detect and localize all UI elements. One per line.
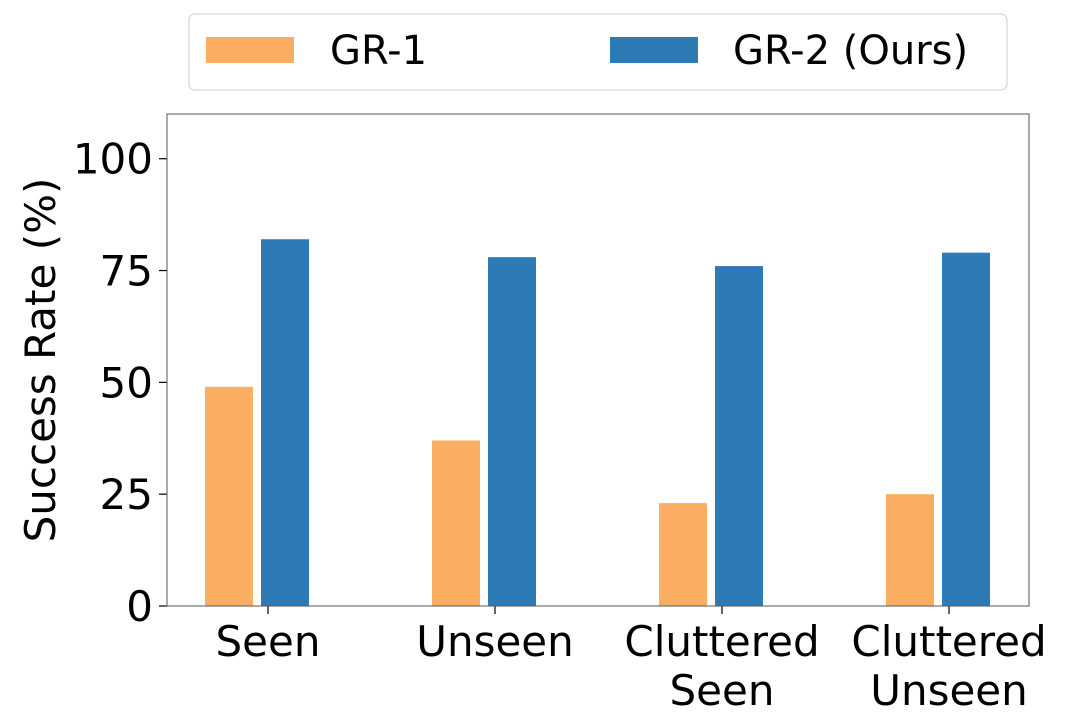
x-tick-label: Unseen xyxy=(870,666,1028,715)
legend-label-gr2: GR-2 (Ours) xyxy=(733,28,968,74)
x-tick-label: Seen xyxy=(216,617,321,666)
bar-gr1-1 xyxy=(432,440,480,606)
bar-gr2-2 xyxy=(715,266,763,606)
bar-gr2-3 xyxy=(942,252,990,606)
plot-frame xyxy=(166,113,1030,607)
x-tick-label: Cluttered xyxy=(851,617,1046,666)
y-tick-label: 75 xyxy=(100,247,153,296)
x-tick-label: Seen xyxy=(670,666,775,715)
bar-gr1-0 xyxy=(205,386,253,606)
x-tick-label: Unseen xyxy=(416,617,574,666)
bar-gr1-3 xyxy=(886,494,934,606)
y-tick-label: 100 xyxy=(73,135,153,184)
y-tick-label: 0 xyxy=(126,582,153,631)
y-tick-label: 50 xyxy=(100,358,153,407)
legend-swatch-gr1 xyxy=(206,37,294,63)
y-tick-label: 25 xyxy=(100,470,153,519)
y-axis-ticks: 0 25 50 75 100 xyxy=(73,135,167,631)
bar-gr2-0 xyxy=(261,239,309,606)
bars-group xyxy=(205,239,990,606)
legend-label-gr1: GR-1 xyxy=(330,28,427,74)
legend-frame xyxy=(188,13,1008,91)
legend: GR-1 GR-2 (Ours) xyxy=(188,13,1008,91)
legend-swatch-gr2 xyxy=(610,37,698,63)
bar-gr2-1 xyxy=(488,257,536,606)
x-tick-label: Cluttered xyxy=(624,617,819,666)
y-axis-label: Success Rate (%) xyxy=(16,178,65,543)
bar-gr1-2 xyxy=(659,503,707,606)
